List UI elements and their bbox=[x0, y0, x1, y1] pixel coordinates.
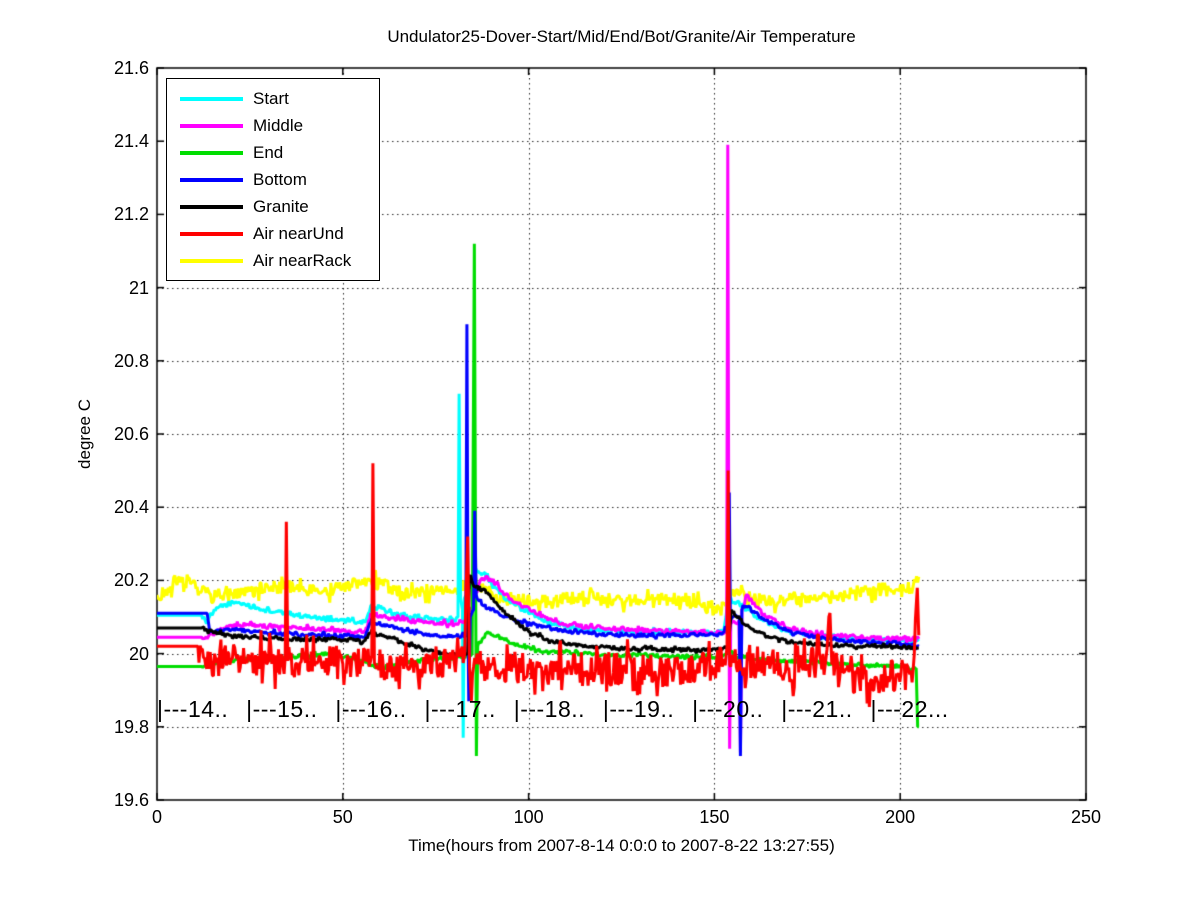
legend-line-swatch bbox=[180, 96, 243, 101]
day-label: |---22... bbox=[870, 695, 949, 722]
y-tick-label: 20 bbox=[128, 643, 149, 664]
y-tick-label: 20.2 bbox=[113, 570, 149, 591]
y-tick-label: 19.6 bbox=[113, 790, 149, 810]
x-tick-label: 250 bbox=[1070, 807, 1102, 827]
x-axis-label: Time(hours from 2007-8-14 0:0:0 to 2007-… bbox=[408, 836, 835, 855]
chart-title: Undulator25-Dover-Start/Mid/End/Bot/Gran… bbox=[387, 27, 856, 46]
legend: Start Middle End Bottom Granite Air nearUnd Ai… bbox=[166, 78, 380, 281]
y-tick-label: 19.8 bbox=[113, 716, 149, 737]
legend-line-swatch bbox=[180, 150, 243, 155]
legend-label: Start bbox=[253, 88, 289, 108]
day-label: |---17.. bbox=[424, 695, 496, 722]
legend-item-middle: Middle bbox=[167, 113, 379, 139]
legend-label: Granite bbox=[253, 196, 309, 216]
legend-line-swatch bbox=[180, 258, 243, 263]
x-tick-label: 50 bbox=[332, 807, 353, 827]
legend-item-end: End bbox=[167, 140, 379, 166]
x-tick-label: 0 bbox=[151, 807, 162, 827]
y-tick-label: 20.4 bbox=[113, 497, 149, 518]
day-label: |---20.. bbox=[692, 695, 764, 722]
legend-item-bottom: Bottom bbox=[167, 167, 379, 193]
legend-item-air-nearrack: Air nearRack bbox=[167, 248, 379, 274]
legend-label: Air nearRack bbox=[253, 250, 352, 270]
day-label: |---18.. bbox=[513, 695, 586, 722]
legend-label: Middle bbox=[253, 115, 304, 135]
legend-line-swatch bbox=[180, 204, 243, 209]
x-tick-label: 150 bbox=[699, 807, 730, 827]
legend-item-start: Start bbox=[167, 86, 379, 112]
legend-label: End bbox=[253, 142, 284, 162]
day-label: |---14.. bbox=[157, 695, 229, 722]
legend-line-swatch bbox=[180, 177, 243, 182]
day-label: |---16.. bbox=[335, 695, 407, 722]
legend-item-granite: Granite bbox=[167, 194, 379, 220]
y-tick-label: 21.4 bbox=[113, 131, 149, 152]
day-label: |---15.. bbox=[246, 695, 318, 722]
legend-line-swatch bbox=[180, 123, 243, 128]
legend-label: Bottom bbox=[253, 169, 307, 189]
y-tick-label: 20.6 bbox=[113, 424, 149, 444]
x-tick-label: 100 bbox=[513, 807, 544, 827]
x-tick-label: 200 bbox=[885, 807, 916, 827]
legend-label: Air nearUnd bbox=[253, 223, 344, 243]
y-tick-label: 20.8 bbox=[113, 350, 149, 371]
legend-line-swatch bbox=[180, 231, 243, 236]
day-label: |---21.. bbox=[781, 695, 853, 722]
day-label: |---19.. bbox=[602, 695, 675, 722]
y-tick-label: 21.2 bbox=[113, 204, 149, 225]
legend-item-air-nearund: Air nearUnd bbox=[167, 221, 379, 247]
y-tick-label: 21 bbox=[128, 277, 149, 298]
y-tick-label: 21.6 bbox=[113, 58, 149, 78]
